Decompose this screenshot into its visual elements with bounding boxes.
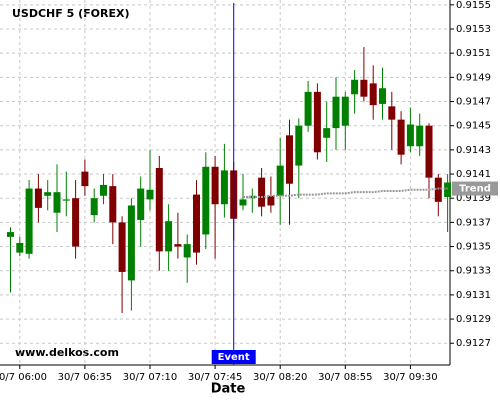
x-tick-label: 30/7 06:00 bbox=[0, 372, 47, 383]
trend-label: Trend bbox=[459, 184, 491, 195]
candle-body bbox=[7, 232, 14, 237]
y-tick-label: 0.9143 bbox=[456, 145, 491, 156]
candle-body bbox=[267, 195, 275, 206]
candle-body bbox=[109, 186, 117, 223]
y-tick-label: 0.9137 bbox=[456, 217, 491, 228]
chart-title: USDCHF 5 (FOREX) bbox=[12, 7, 129, 20]
candle-body bbox=[34, 188, 42, 208]
candle-body bbox=[304, 91, 312, 126]
candle-body bbox=[53, 192, 61, 213]
x-tick-label: 30/7 07:45 bbox=[188, 372, 242, 383]
candle-body bbox=[81, 171, 89, 187]
y-tick-label: 0.9151 bbox=[456, 48, 491, 59]
candle-body bbox=[118, 222, 126, 272]
candle-body bbox=[90, 198, 98, 216]
candle-body bbox=[369, 83, 377, 106]
candle-body bbox=[276, 165, 284, 196]
candle-body bbox=[72, 198, 80, 247]
candle-body bbox=[220, 170, 228, 205]
candle-body bbox=[239, 199, 247, 206]
candle-body bbox=[379, 88, 386, 104]
y-tick-label: 0.9145 bbox=[456, 121, 491, 132]
candle-body bbox=[406, 124, 414, 147]
candle-body bbox=[193, 194, 200, 253]
candle-body bbox=[332, 96, 340, 129]
candle-body bbox=[360, 79, 368, 97]
candle-body bbox=[146, 189, 154, 200]
candle-body bbox=[16, 242, 24, 253]
candle-body bbox=[44, 192, 52, 196]
event-label: Event bbox=[218, 352, 250, 363]
candle-body bbox=[174, 244, 182, 247]
candle-body bbox=[425, 125, 433, 178]
event-label-box bbox=[211, 350, 256, 364]
x-axis-label: Date bbox=[211, 382, 246, 397]
candle-body bbox=[351, 79, 359, 95]
y-tick-label: 0.9127 bbox=[456, 338, 491, 349]
candle-body bbox=[295, 125, 303, 166]
x-tick-label: 30/7 06:35 bbox=[58, 372, 112, 383]
y-tick-label: 0.9147 bbox=[456, 97, 491, 108]
y-tick-label: 0.9131 bbox=[456, 290, 491, 301]
candle-body bbox=[286, 135, 293, 184]
candle-body bbox=[25, 188, 33, 254]
trend-line bbox=[243, 187, 448, 199]
x-tick-label: 30/7 08:55 bbox=[318, 372, 372, 383]
y-tick-label: 0.9149 bbox=[456, 72, 491, 83]
candle-body bbox=[211, 166, 219, 205]
y-tick-label: 0.9135 bbox=[456, 242, 491, 253]
candle-body bbox=[388, 106, 396, 120]
y-tick-label: 0.9139 bbox=[456, 193, 491, 204]
candle-body bbox=[127, 205, 135, 281]
candle-body bbox=[155, 167, 163, 252]
x-tick-label: 30/7 07:10 bbox=[123, 372, 177, 383]
y-tick-label: 0.9153 bbox=[456, 24, 491, 35]
candle-body bbox=[397, 119, 405, 155]
trend-label-box bbox=[452, 181, 498, 196]
watermark: www.delkos.com bbox=[15, 346, 119, 359]
candle-body bbox=[313, 91, 321, 153]
x-tick-label: 30/7 09:30 bbox=[383, 372, 437, 383]
candle-body bbox=[323, 128, 331, 138]
candle-body bbox=[100, 184, 107, 196]
candle-body bbox=[416, 125, 424, 147]
y-tick-label: 0.9141 bbox=[456, 169, 491, 180]
candle-body bbox=[137, 188, 145, 220]
y-tick-label: 0.9129 bbox=[456, 314, 491, 325]
candle-body bbox=[444, 182, 452, 198]
candle-body bbox=[434, 177, 442, 202]
candle-body bbox=[258, 177, 266, 207]
y-tick-label: 0.9155 bbox=[456, 0, 491, 11]
y-tick-label: 0.9133 bbox=[456, 266, 491, 277]
candle-body bbox=[165, 221, 173, 252]
candle-body bbox=[183, 244, 191, 258]
candle-body bbox=[202, 166, 210, 235]
candle-body bbox=[341, 96, 349, 126]
x-tick-label: 30/7 08:20 bbox=[253, 372, 307, 383]
candle-body bbox=[62, 199, 70, 201]
